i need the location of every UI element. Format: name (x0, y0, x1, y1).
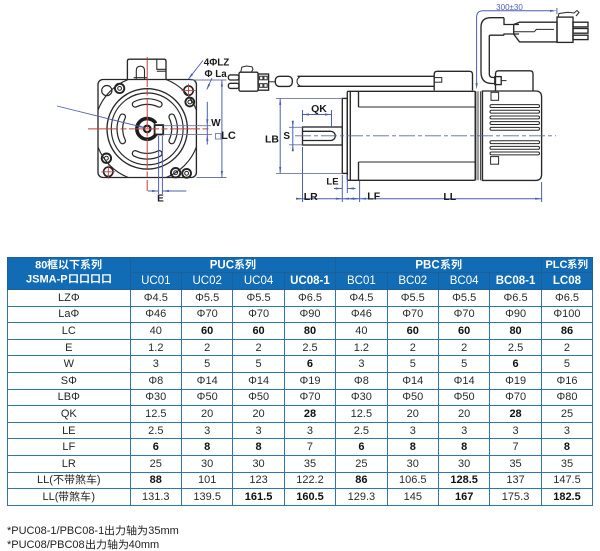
svg-text:LC: LC (221, 130, 236, 142)
svg-text:300±30: 300±30 (496, 3, 523, 12)
svg-text:E: E (157, 193, 164, 204)
svg-text:4ΦLZ: 4ΦLZ (204, 57, 229, 68)
svg-text:W: W (211, 118, 221, 129)
svg-text:LF: LF (367, 190, 380, 202)
svg-text:QK: QK (311, 103, 327, 115)
svg-text:LE: LE (326, 177, 338, 188)
svg-text:S: S (283, 131, 290, 142)
svg-text:LR: LR (304, 191, 318, 203)
svg-text:LB: LB (265, 134, 279, 146)
svg-text:Φ La: Φ La (205, 69, 228, 80)
svg-text:LL: LL (443, 191, 456, 203)
